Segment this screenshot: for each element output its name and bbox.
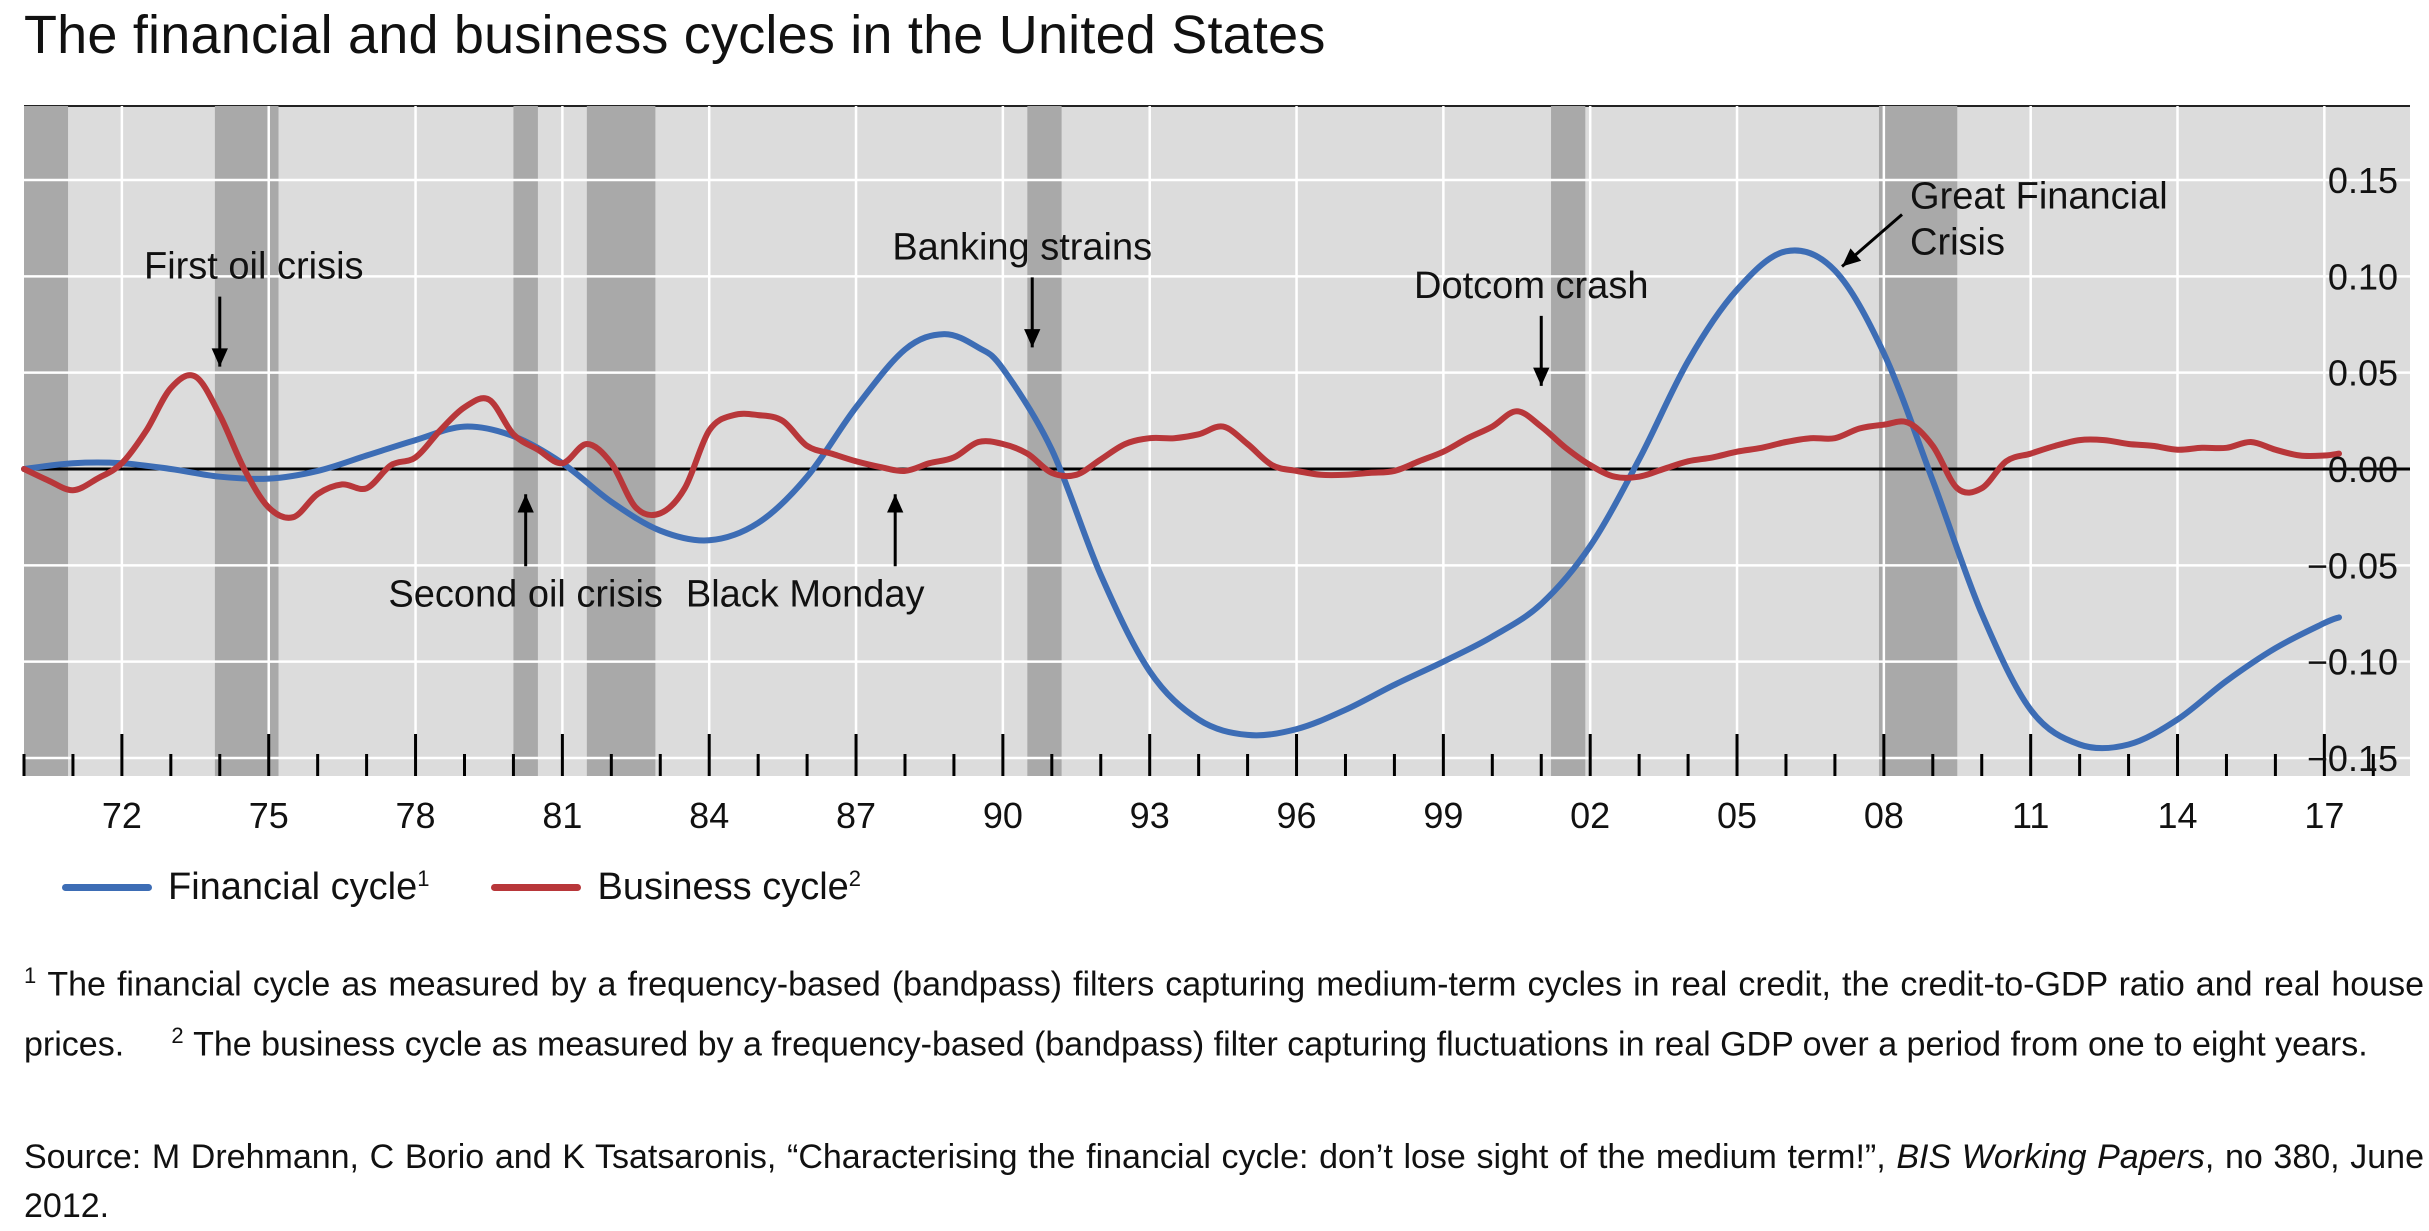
legend-item-business: Business cycle 2: [491, 866, 861, 909]
footnote-1-mark: 1: [24, 963, 37, 988]
x-tick-label: 08: [1864, 795, 1904, 836]
recession-band: [24, 106, 69, 776]
annotation-banking-strains: Banking strains: [892, 226, 1152, 268]
x-tick-label: 02: [1570, 795, 1610, 836]
annotation-first-oil-crisis: First oil crisis: [144, 246, 364, 288]
footnote-1-text: The financial cycle as measured by a fre…: [24, 965, 2424, 1064]
annotation-arrowhead: [1842, 248, 1862, 267]
y-tick-label: −0.10: [2307, 642, 2398, 683]
financial-cycle-line: [21, 247, 2342, 752]
annotation-arrowhead: [1533, 367, 1550, 386]
annotation-great-financial-crisis: Great Financial: [1910, 176, 2168, 218]
annotation-arrowhead: [887, 494, 904, 513]
legend-item-financial: Financial cycle 1: [62, 866, 429, 909]
annotation-dotcom-crash: Dotcom crash: [1414, 265, 1648, 307]
x-tick-label: 78: [396, 795, 436, 836]
x-tick-label: 90: [983, 795, 1023, 836]
source-text: Source: M Drehmann, C Borio and K Tsatsa…: [24, 1138, 1886, 1176]
annotation-second-oil-crisis: Second oil crisis: [388, 573, 663, 615]
x-tick-label: 81: [542, 795, 582, 836]
x-tick-label: 05: [1717, 795, 1757, 836]
annotation-arrowhead: [211, 348, 228, 367]
legend-footnote-mark-financial: 1: [417, 866, 430, 891]
source-journal: BIS Working Papers: [1896, 1138, 2205, 1176]
legend-label-business: Business cycle: [597, 865, 849, 908]
x-tick-label: 93: [1130, 795, 1170, 836]
y-tick-label: 0.10: [2328, 256, 2398, 297]
chart-title: The financial and business cycles in the…: [24, 5, 1326, 65]
x-tick-label: 96: [1277, 795, 1317, 836]
legend-swatch-business: [491, 883, 582, 891]
y-tick-label: −0.15: [2307, 738, 2398, 779]
x-tick-label: 14: [2157, 795, 2197, 836]
x-tick-label: 99: [1423, 795, 1463, 836]
y-tick-label: 0.15: [2328, 160, 2398, 201]
legend: Financial cycle 1 Business cycle 2: [62, 862, 923, 912]
legend-swatch-financial: [62, 883, 152, 891]
recession-band: [586, 106, 656, 776]
x-tick-label: 87: [836, 795, 876, 836]
footnotes: 1 The financial cycle as measured by a f…: [24, 950, 2424, 1071]
annotation-arrowhead: [1024, 329, 1041, 348]
annotation-black-monday: Black Monday: [686, 573, 925, 615]
chart-area: First oil crisis Second oil crisis Black M…: [0, 96, 2429, 861]
x-tick-label: 17: [2304, 795, 2344, 836]
y-tick-label: −0.05: [2307, 545, 2398, 586]
x-tick-label: 84: [689, 795, 729, 836]
y-tick-label: 0.00: [2328, 449, 2398, 490]
annotation-arrowhead: [517, 494, 534, 513]
business-cycle-line: [21, 372, 2342, 521]
source-suffix: , no 380, June 2012.: [24, 1138, 2424, 1225]
x-tick-label: 72: [102, 795, 142, 836]
chart-svg: First oil crisis Second oil crisis Black M…: [21, 105, 2410, 836]
annotation-great-financial-crisis-line2: Crisis: [1910, 222, 2005, 264]
footnote-2-text: The business cycle as measured by a freq…: [193, 1025, 2368, 1064]
y-tick-label: 0.05: [2328, 353, 2398, 394]
x-tick-label: 75: [249, 795, 289, 836]
legend-footnote-mark-business: 2: [848, 866, 862, 891]
legend-label-financial: Financial cycle: [168, 865, 418, 908]
x-tick-label: 11: [2012, 795, 2049, 836]
footnote-2-mark: 2: [171, 1023, 184, 1049]
source-note: Source: M Drehmann, C Borio and K Tsatsa…: [24, 1133, 2424, 1231]
